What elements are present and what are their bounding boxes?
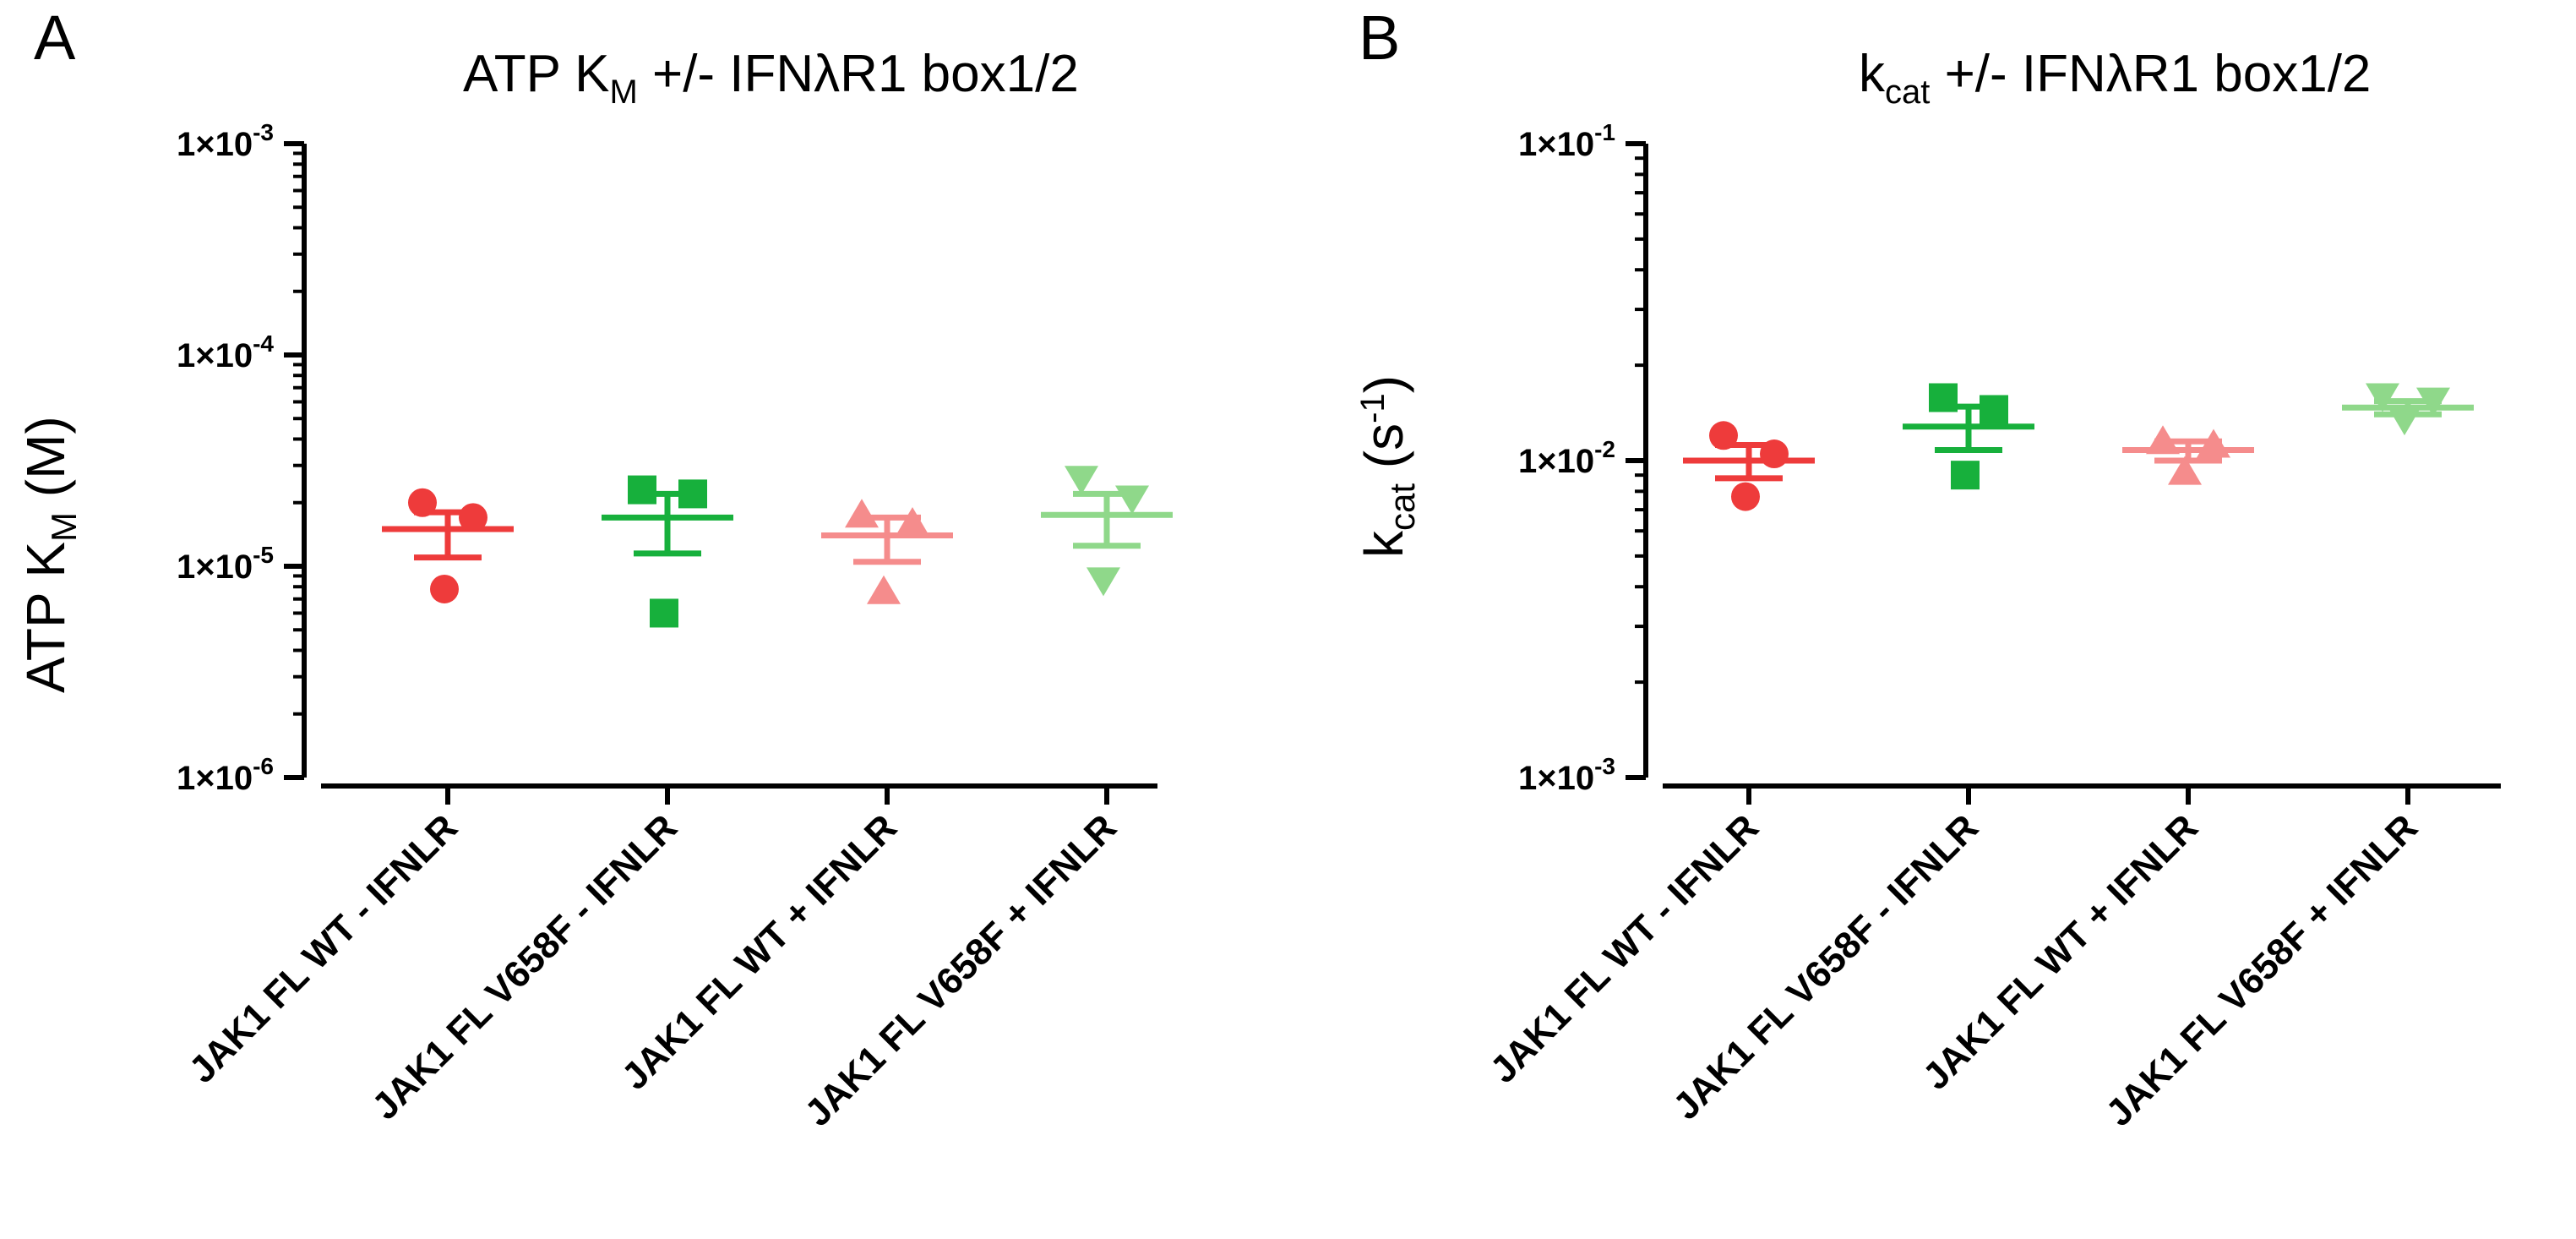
data-point — [867, 575, 901, 604]
data-point — [650, 598, 678, 628]
data-point — [408, 488, 437, 517]
y-tick-label: 1×10-5 — [177, 542, 274, 586]
panel-b: B kcat +/- IFNλR1 box1/2 kcat (s-1) 1×10… — [1353, 3, 2501, 1134]
data-point — [2168, 456, 2202, 485]
panel-a-marks — [382, 466, 1173, 628]
group-1 — [382, 488, 514, 603]
data-point — [1929, 383, 1958, 412]
panel-b-ylabel: kcat (s-1) — [1353, 375, 1422, 558]
data-point — [2197, 428, 2230, 458]
data-point — [628, 475, 656, 505]
data-point — [1065, 466, 1098, 495]
panel-a: A ATP KM +/- IFNλR1 box1/2 ATP KM (M) 1×… — [15, 3, 1173, 1134]
data-point — [1709, 421, 1738, 450]
panel-b-letter: B — [1359, 3, 1400, 73]
data-point — [2388, 407, 2421, 436]
data-point — [2366, 383, 2399, 412]
panel-b-marks — [1683, 383, 2474, 511]
group-4 — [2342, 383, 2474, 436]
group-2 — [602, 475, 733, 628]
data-point — [1980, 395, 2008, 424]
data-point — [1731, 482, 1760, 511]
data-point — [459, 503, 487, 532]
y-tick-label: 1×10-1 — [1518, 119, 1615, 163]
data-point — [1760, 439, 1789, 469]
data-point — [430, 574, 459, 603]
group-3 — [2122, 425, 2254, 485]
data-point — [678, 479, 707, 509]
data-point — [1115, 485, 1149, 515]
group-2 — [1903, 383, 2034, 490]
y-tick-label: 1×10-6 — [177, 753, 274, 797]
data-point — [845, 499, 879, 528]
group-1 — [1683, 421, 1815, 511]
data-point — [2146, 425, 2180, 455]
panel-a-ylabel: ATP KM (M) — [15, 416, 84, 693]
y-tick-label: 1×10-3 — [177, 119, 274, 163]
y-tick-label: 1×10-3 — [1518, 753, 1615, 797]
group-3 — [821, 499, 953, 604]
panel-a-title: ATP KM +/- IFNλR1 box1/2 — [463, 45, 1079, 111]
data-point — [2416, 387, 2450, 417]
data-point — [1086, 567, 1120, 597]
panel-b-title: kcat +/- IFNλR1 box1/2 — [1859, 45, 2371, 111]
y-tick-label: 1×10-2 — [1518, 436, 1615, 480]
y-tick-label: 1×10-4 — [177, 330, 274, 374]
data-point — [1951, 461, 1980, 490]
data-point — [896, 506, 929, 536]
panel-a-letter: A — [34, 3, 76, 73]
group-4 — [1041, 466, 1173, 597]
